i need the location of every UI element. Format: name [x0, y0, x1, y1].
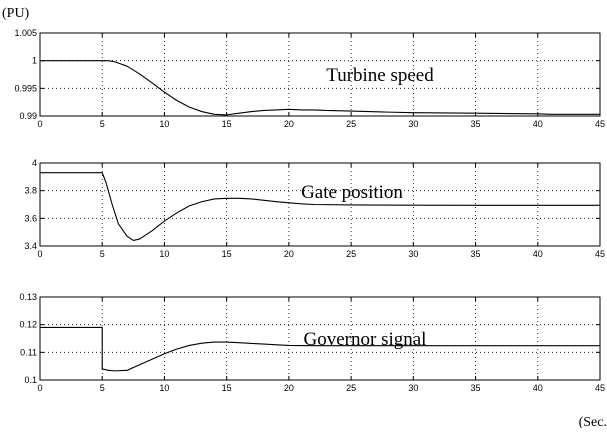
- panel2-xtick-label-0: 0: [37, 249, 42, 259]
- panel1-xtick-label-0: 0: [37, 119, 42, 129]
- panel3-xtick-label-15: 15: [222, 383, 232, 393]
- panel3-xtick-label-0: 0: [37, 383, 42, 393]
- panel2-series-line-0: [40, 172, 600, 242]
- panel2-ytick-label-2: 3.8: [24, 186, 37, 196]
- panel1-xtick-label-40: 40: [533, 119, 543, 129]
- panel2-axes-frame: [39, 162, 601, 247]
- panel1-title: Turbine speed: [326, 65, 434, 86]
- panel2-ytick-label-0: 3.4: [24, 241, 37, 251]
- panel2-ytick-label-1: 3.6: [24, 213, 37, 223]
- panel2-xtick-label-20: 20: [284, 249, 294, 259]
- panel3-ytick-label-1: 0.11: [20, 347, 37, 357]
- panel2-xtick-label-10: 10: [159, 249, 169, 259]
- panel3-xtick-label-30: 30: [408, 383, 418, 393]
- panel1-xtick-label-15: 15: [222, 119, 232, 129]
- panel2-xtick-label-45: 45: [595, 249, 605, 259]
- panel3-ytick-label-0: 0.1: [24, 375, 37, 385]
- panel2-xtick-label-40: 40: [533, 249, 543, 259]
- panel1-series-line-0: [40, 60, 600, 116]
- panel3-xtick-label-45: 45: [595, 383, 605, 393]
- panel1-xtick-label-10: 10: [159, 119, 169, 129]
- panel3-axes-frame: [39, 296, 601, 381]
- panel3-xtick-label-35: 35: [471, 383, 481, 393]
- panel1-xtick-label-20: 20: [284, 119, 294, 129]
- panel1-ytick-label-0: 0.99: [19, 111, 37, 121]
- panel2-xtick-label-35: 35: [471, 249, 481, 259]
- panel3-ytick-label-2: 0.12: [19, 320, 37, 330]
- panel1-axes-frame: [39, 32, 601, 117]
- panel3-title: Governor signal: [304, 329, 427, 350]
- panel1-xtick-label-35: 35: [471, 119, 481, 129]
- panel2-ytick-label-3: 4: [32, 158, 37, 168]
- panel1-xtick-label-5: 5: [100, 119, 105, 129]
- panel3-xtick-label-5: 5: [100, 383, 105, 393]
- panel2-xtick-label-5: 5: [100, 249, 105, 259]
- panel3-xtick-label-25: 25: [346, 383, 356, 393]
- y-unit-label: (PU): [2, 6, 30, 21]
- panel3-xtick-label-40: 40: [533, 383, 543, 393]
- panel1-xtick-label-45: 45: [595, 119, 605, 129]
- panel1-xtick-label-30: 30: [408, 119, 418, 129]
- panel2-xtick-label-30: 30: [408, 249, 418, 259]
- panel1-ytick-label-2: 1: [32, 56, 37, 66]
- panel3-ytick-label-3: 0.13: [19, 292, 37, 302]
- panel2-title: Gate position: [301, 182, 403, 203]
- panel2-xtick-label-25: 25: [346, 249, 356, 259]
- panel1-ytick-label-1: 0.995: [14, 83, 37, 93]
- panel3-series-line-0: [40, 326, 600, 372]
- panel1-xtick-label-25: 25: [346, 119, 356, 129]
- panel3-xtick-label-10: 10: [159, 383, 169, 393]
- panel1-ytick-label-3: 1.005: [14, 28, 37, 38]
- x-unit-label: (Sec.: [579, 415, 607, 428]
- panel3-xtick-label-20: 20: [284, 383, 294, 393]
- panel2-xtick-label-15: 15: [222, 249, 232, 259]
